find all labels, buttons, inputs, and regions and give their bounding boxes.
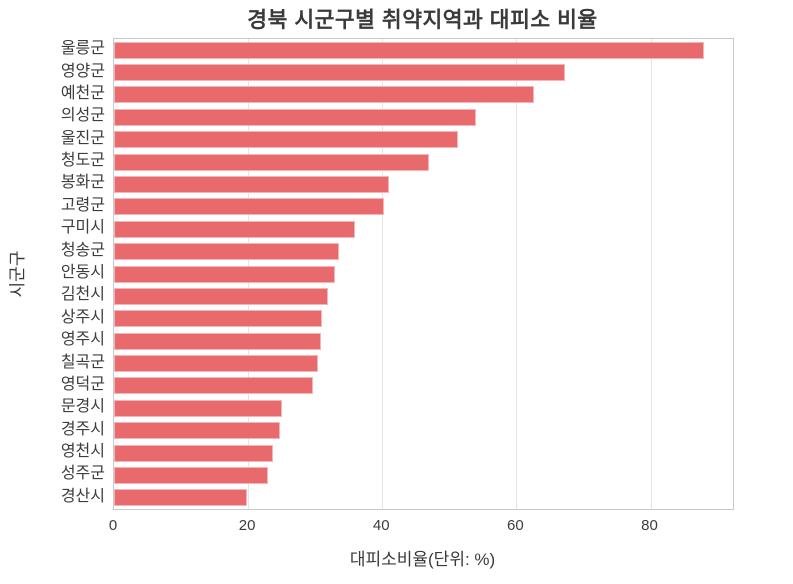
y-tick-label: 구미시 [60, 219, 105, 237]
bar-고령군 [114, 198, 384, 216]
bar-의성군 [114, 108, 477, 126]
x-tick-label: 80 [641, 517, 658, 534]
bar-칠곡군 [114, 355, 318, 373]
plot-area [113, 38, 734, 510]
bar-경산시 [114, 489, 248, 507]
y-tick-label: 봉화군 [60, 174, 105, 192]
gridline-x-40 [382, 39, 384, 509]
y-tick-label: 성주군 [60, 465, 105, 483]
y-tick-label: 울릉군 [60, 40, 105, 58]
y-tick-label: 안동시 [60, 264, 105, 281]
bar-상주시 [114, 310, 322, 328]
bar-구미시 [114, 220, 356, 238]
y-tick-label: 경산시 [60, 487, 105, 505]
y-tick-label: 영천시 [60, 443, 105, 461]
gridline-x-80 [650, 39, 652, 509]
x-tick-label: 60 [507, 517, 524, 534]
y-tick-label: 예천군 [60, 84, 105, 102]
bar-문경시 [114, 399, 282, 417]
bar-영양군 [114, 64, 566, 82]
y-tick-label: 김천시 [60, 286, 105, 304]
y-tick-label: 칠곡군 [60, 353, 105, 371]
bar-봉화군 [114, 175, 389, 193]
y-tick-label: 영덕군 [60, 375, 105, 393]
bar-울진군 [114, 131, 459, 149]
bar-청송군 [114, 243, 340, 261]
y-tick-label: 문경시 [60, 398, 105, 416]
y-tick-label: 의성군 [60, 107, 105, 125]
bar-청도군 [114, 153, 430, 171]
x-tick-labels: 0 20 40 60 80 [0, 517, 793, 537]
bar-경주시 [114, 422, 281, 440]
x-tick-label: 20 [238, 517, 256, 534]
x-tick-label: 0 [108, 517, 118, 534]
y-tick-label: 청도군 [60, 152, 105, 170]
bar-울릉군 [114, 41, 705, 59]
y-tick-label: 영주시 [60, 331, 105, 349]
bar-영주시 [114, 332, 322, 350]
bar-성주군 [114, 466, 268, 484]
y-tick-label: 경주시 [60, 420, 105, 438]
x-tick-label: 40 [372, 517, 390, 534]
y-tick-label: 상주시 [60, 308, 105, 326]
y-tick-label: 영양군 [60, 62, 105, 80]
chart-title: 경북 시군구별 취약지역과 대피소 비율 [247, 8, 598, 32]
bar-예천군 [114, 86, 535, 104]
x-axis-label: 대피소비율(단위: %) [349, 550, 496, 569]
gridline-x-60 [516, 39, 518, 509]
bar-안동시 [114, 265, 336, 283]
y-tick-label: 고령군 [60, 196, 105, 214]
bar-영덕군 [114, 377, 314, 395]
bar-영천시 [114, 444, 273, 462]
y-tick-label: 울진군 [60, 129, 105, 147]
bar-김천시 [114, 287, 328, 305]
y-tick-label: 청송군 [60, 241, 105, 259]
